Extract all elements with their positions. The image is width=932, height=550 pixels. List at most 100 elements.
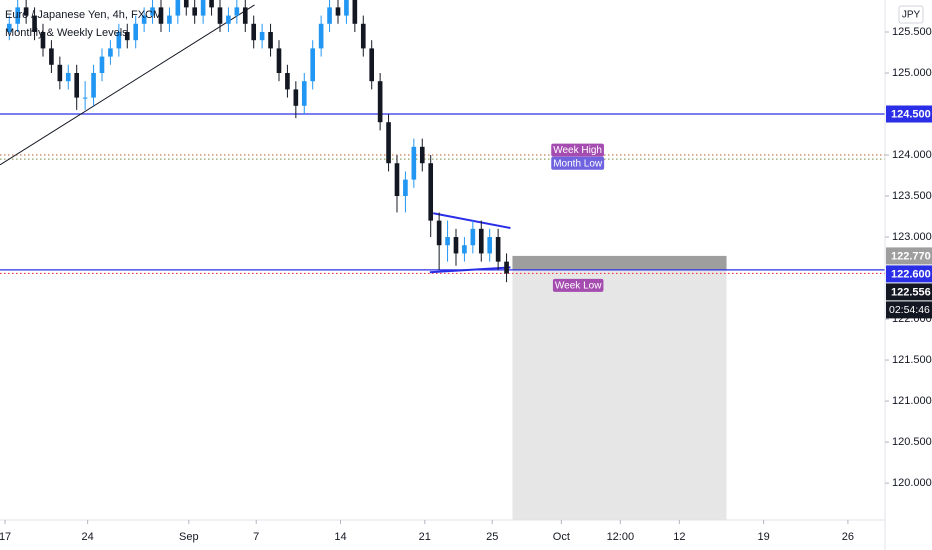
trendline [429, 266, 511, 274]
candle-body [108, 48, 113, 57]
candle-body [217, 7, 223, 24]
y-tick-label: 123.000 [892, 231, 932, 243]
candle-body [124, 31, 130, 41]
candle-body [386, 122, 391, 164]
indicator-name: Monthly & Weekly Levels [5, 27, 128, 39]
x-tick-label: 21 [419, 531, 431, 543]
candle-body [495, 237, 501, 262]
candle-body [116, 31, 122, 49]
candle-body [49, 48, 54, 65]
annotation-box [551, 156, 605, 170]
candle-body [276, 48, 282, 73]
candle-body [428, 163, 434, 221]
candle-body [301, 81, 307, 106]
price-label: 122.600 [891, 268, 931, 280]
currency-box[interactable] [898, 5, 924, 24]
candle-body [57, 64, 63, 82]
x-tick-label: 25 [486, 531, 498, 543]
candle-body [470, 228, 476, 246]
candle-body [65, 72, 71, 82]
y-tick-label: 121.000 [892, 395, 932, 407]
candle-body [234, 7, 240, 16]
candle-body [360, 23, 366, 49]
candle-body [15, 7, 21, 24]
candle-body [200, 0, 206, 16]
candle-body [411, 146, 417, 180]
candle-body [133, 23, 139, 41]
candle-body [327, 7, 332, 24]
candle-body [40, 31, 46, 49]
candle-body [158, 7, 164, 24]
candle-body [344, 0, 349, 16]
candle-body [453, 237, 459, 254]
candle-body [462, 245, 467, 254]
candle-body [175, 0, 181, 16]
candle-body [285, 72, 290, 90]
y-tick-label: 121.500 [892, 354, 932, 366]
candle-body [335, 7, 341, 16]
y-tick-label: 120.000 [892, 477, 932, 489]
candle-body [192, 7, 198, 16]
countdown: 02:54:46 [889, 304, 930, 316]
candle-body [167, 15, 172, 24]
y-tick-label: 120.500 [892, 436, 932, 448]
candle-body [419, 146, 425, 164]
price-label-box [886, 283, 932, 301]
y-tick-label: 125.500 [892, 26, 932, 38]
candle-body [377, 81, 383, 123]
annotation-box [551, 143, 604, 157]
candle-body [226, 15, 231, 24]
price-label: 122.556 [891, 286, 931, 298]
candle-body [487, 237, 493, 254]
candle-body [91, 72, 96, 98]
candle-body [141, 15, 147, 24]
candle-body [99, 56, 105, 73]
x-tick-label: 14 [334, 531, 346, 543]
price-label-box [886, 105, 932, 123]
plot-area [0, 0, 885, 520]
candle-body [259, 31, 265, 41]
x-tick-label: 17 [0, 531, 11, 543]
x-tick-label: 7 [253, 531, 259, 543]
candle-body [268, 31, 273, 49]
x-tick-label: 19 [758, 531, 770, 543]
y-tick-label: 124.000 [892, 149, 932, 161]
x-tick-label: Sep [179, 531, 199, 543]
candle-body [369, 48, 375, 82]
candle-body [74, 72, 80, 98]
x-tick-label: 12 [673, 531, 685, 543]
annotation-label: Week High [553, 145, 602, 156]
candle-body [504, 261, 509, 274]
position-stop-zone [512, 255, 727, 270]
x-tick-label: 24 [82, 531, 94, 543]
position-target-zone [512, 269, 727, 520]
currency: JPY [902, 10, 921, 21]
annotation-box [552, 278, 604, 292]
candle-body [6, 23, 12, 32]
y-tick-label: 123.500 [892, 190, 932, 202]
candle-body [251, 23, 257, 41]
x-tick-label: 26 [842, 531, 854, 543]
candle-body [318, 23, 324, 49]
price-label-box [886, 265, 932, 283]
candle-body [32, 15, 37, 32]
candle-body [150, 7, 155, 16]
candle-body [293, 89, 299, 106]
x-tick-label: Oct [553, 531, 570, 543]
price-label: 122.770 [891, 250, 931, 262]
candle-body [183, 0, 189, 8]
price-label-box [886, 247, 932, 265]
candle-body [82, 97, 88, 99]
price-label: 124.500 [891, 108, 931, 120]
candle-body [310, 48, 316, 82]
candle-body [23, 7, 29, 16]
y-tick-label: 125.000 [892, 67, 932, 79]
candle-body [209, 0, 214, 8]
annotation-label: Week Low [555, 281, 602, 292]
candle-body [445, 237, 450, 246]
trendline [0, 4, 255, 166]
candle-body [403, 179, 408, 197]
candle-body [436, 220, 442, 246]
